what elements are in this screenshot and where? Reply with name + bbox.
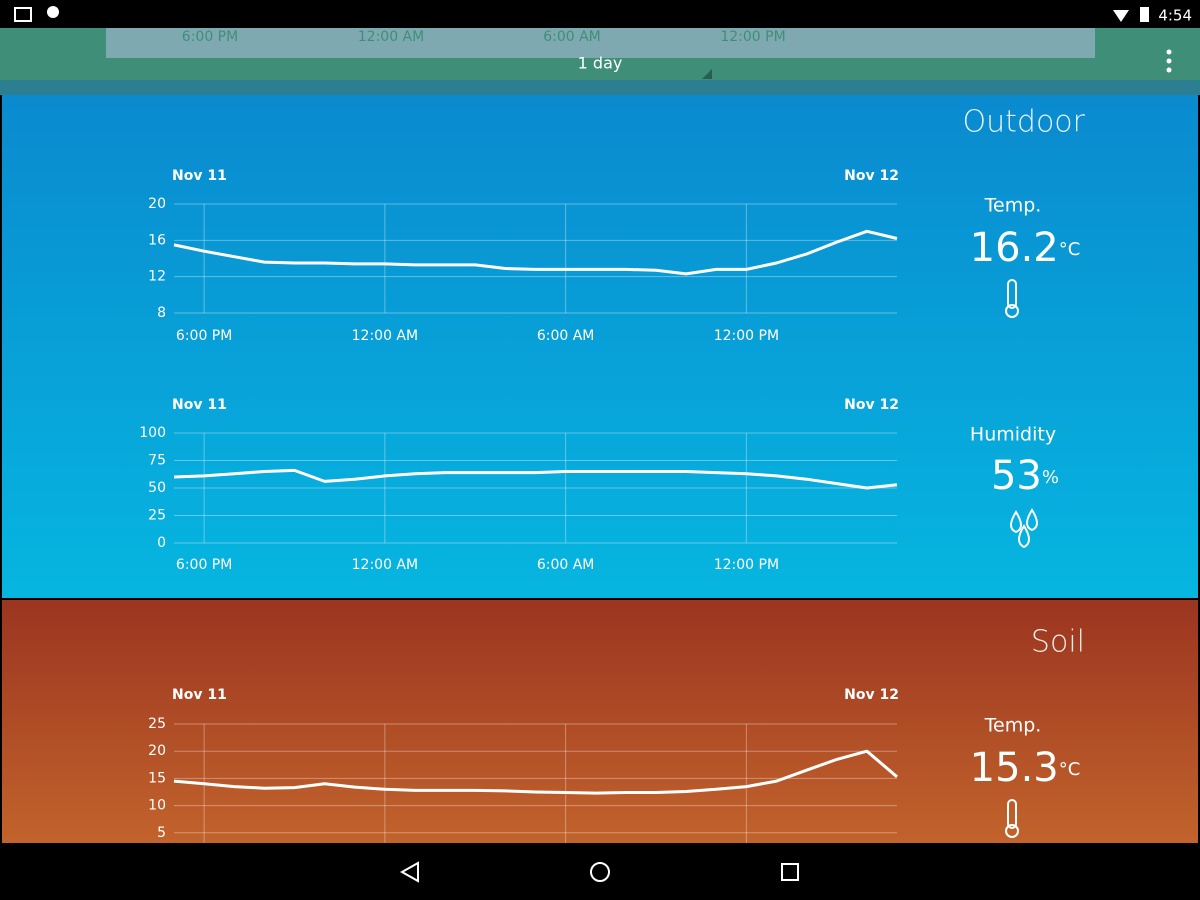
x-tick-label: 6:00 AM <box>537 328 595 344</box>
chart-end-date: Nov 12 <box>844 687 899 703</box>
soil-section <box>2 600 1198 843</box>
y-tick-label: 20 <box>148 743 166 759</box>
chart-start-date: Nov 11 <box>172 397 227 413</box>
range-tick-label: 12:00 AM <box>358 29 424 45</box>
y-tick-label: 25 <box>148 508 166 524</box>
y-tick-label: 75 <box>148 453 166 469</box>
outdoor-section <box>2 95 1198 598</box>
range-tick-label: 12:00 PM <box>720 29 785 45</box>
y-tick-label: 12 <box>148 269 166 285</box>
reading-label: Temp. <box>984 715 1042 737</box>
y-tick-label: 16 <box>148 232 166 248</box>
chart-start-date: Nov 11 <box>172 687 227 703</box>
overflow-menu[interactable] <box>1166 49 1172 73</box>
y-tick-label: 5 <box>157 825 166 841</box>
reading-value: 53 <box>991 453 1042 499</box>
reading-unit: % <box>1042 467 1059 488</box>
reading-value: 15.3 <box>970 745 1059 791</box>
y-tick-label: 50 <box>148 480 166 496</box>
reading: 16.2°C <box>970 225 1081 271</box>
battery-icon <box>1140 7 1149 22</box>
y-tick-label: 10 <box>148 798 166 814</box>
reading-unit: °C <box>1059 759 1081 780</box>
reading-value: 16.2 <box>970 225 1059 271</box>
section-title: Soil <box>1031 625 1085 660</box>
reading-label: Temp. <box>984 195 1042 217</box>
drops-icon <box>1010 508 1038 549</box>
section-title: Outdoor <box>963 105 1086 140</box>
y-tick-label: 25 <box>148 716 166 732</box>
chart-start-date: Nov 11 <box>172 168 227 184</box>
x-tick-label: 12:00 PM <box>714 557 779 573</box>
range-tick-label: 6:00 AM <box>543 29 601 45</box>
y-tick-label: 15 <box>148 770 166 786</box>
x-tick-label: 12:00 AM <box>352 557 418 573</box>
nav-bar <box>0 843 1200 900</box>
chart-end-date: Nov 12 <box>844 397 899 413</box>
data-line <box>173 749 898 795</box>
chart-end-date: Nov 12 <box>844 168 899 184</box>
data-line <box>173 468 898 490</box>
x-tick-label: 12:00 AM <box>352 328 418 344</box>
x-tick-label: 6:00 PM <box>176 328 232 344</box>
reading: 15.3°C <box>970 745 1081 791</box>
y-tick-label: 8 <box>157 305 166 321</box>
reading-label: Humidity <box>970 424 1056 446</box>
reading-unit: °C <box>1059 239 1081 260</box>
range-label[interactable]: 1 day <box>578 54 623 73</box>
data-line <box>173 229 898 276</box>
thermometer-icon <box>1005 799 1019 838</box>
x-tick-label: 6:00 AM <box>537 557 595 573</box>
range-selector[interactable] <box>106 28 1095 58</box>
reading: 53% <box>991 453 1059 499</box>
y-tick-label: 20 <box>148 196 166 212</box>
y-tick-label: 0 <box>157 535 166 551</box>
home-button[interactable] <box>590 862 610 882</box>
spinner-arrow <box>702 69 712 79</box>
thermometer-icon <box>1005 279 1019 318</box>
y-tick-label: 100 <box>139 425 166 441</box>
back-button[interactable] <box>399 861 419 883</box>
range-tick-label: 6:00 PM <box>182 29 238 45</box>
android-icon <box>47 6 59 18</box>
status-bar <box>0 0 1200 28</box>
wifi-icon <box>1113 10 1129 22</box>
x-tick-label: 6:00 PM <box>176 557 232 573</box>
recents-button[interactable] <box>781 863 799 881</box>
x-tick-label: 12:00 PM <box>714 328 779 344</box>
clock: 4:54 <box>1158 7 1192 25</box>
image-icon <box>14 7 32 22</box>
divider <box>0 80 1200 95</box>
